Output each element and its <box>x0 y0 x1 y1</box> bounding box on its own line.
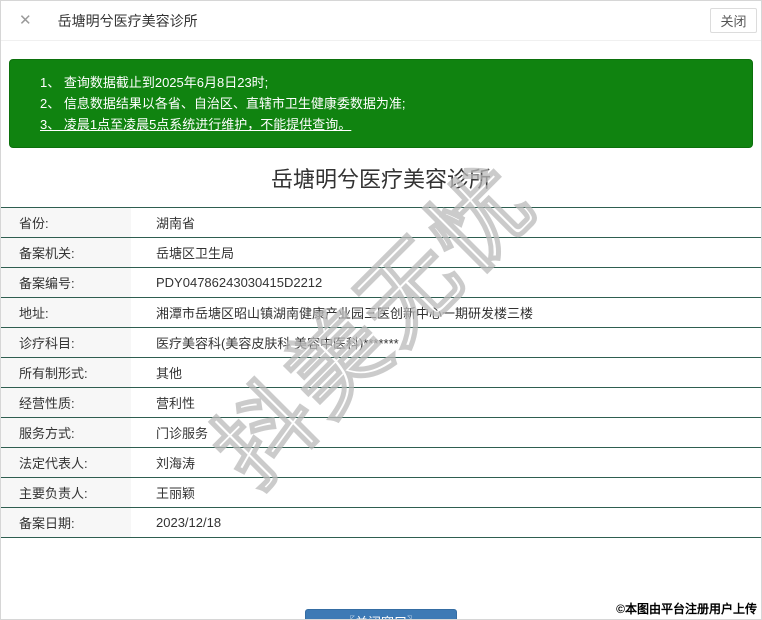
table-row-ownership-form: 所有制形式: 其他 <box>1 358 761 388</box>
field-value: 营利性 <box>156 396 196 411</box>
window-title: 岳塘明兮医疗美容诊所 <box>57 12 198 29</box>
field-value: PDY04786243030415D2212 <box>156 275 323 290</box>
table-row-legal-representative: 法定代表人: 刘海涛 <box>1 448 761 478</box>
table-row-service-mode: 服务方式: 门诊服务 <box>1 418 761 448</box>
field-value: 门诊服务 <box>156 426 209 441</box>
field-label: 所有制形式: <box>1 358 131 387</box>
field-label: 备案机关: <box>1 238 131 267</box>
notice-box: 1、 查询数据截止到2025年6月8日23时; 2、 信息数据结果以各省、自治区… <box>9 59 753 148</box>
field-label: 地址: <box>1 298 131 327</box>
table-row-address: 地址: 湘潭市岳塘区昭山镇湖南健康产业园三医创新中心一期研发楼三楼 <box>1 298 761 328</box>
header: ✕ 岳塘明兮医疗美容诊所 关闭 <box>1 1 761 41</box>
table-row-record-date: 备案日期: 2023/12/18 <box>1 508 761 538</box>
field-value: 2023/12/18 <box>156 515 222 530</box>
notice-line-1: 1、 查询数据截止到2025年6月8日23时; <box>40 75 269 90</box>
table-row-province: 省份: 湖南省 <box>1 208 761 238</box>
field-value: 湘潭市岳塘区昭山镇湖南健康产业园三医创新中心一期研发楼三楼 <box>156 306 534 321</box>
field-label: 诊疗科目: <box>1 328 131 357</box>
field-label: 服务方式: <box>1 418 131 447</box>
notice-line-3: 3、 凌晨1点至凌晨5点系统进行维护，不能提供查询。 <box>40 117 352 132</box>
field-label: 法定代表人: <box>1 448 131 477</box>
field-label: 主要负责人: <box>1 478 131 507</box>
field-value: 其他 <box>156 366 183 381</box>
footer: 〖关闭窗口〗 <box>1 609 761 619</box>
copyright-text: ©本图由平台注册用户上传 <box>616 602 757 616</box>
table-row-record-number: 备案编号: PDY04786243030415D2212 <box>1 268 761 298</box>
field-label: 经营性质: <box>1 388 131 417</box>
page-title: 岳塘明兮医疗美容诊所 <box>270 167 491 192</box>
notice-line-2: 2、 信息数据结果以各省、自治区、直辖市卫生健康委数据为准; <box>40 96 406 111</box>
info-table: 省份: 湖南省 备案机关: 岳塘区卫生局 备案编号: PDY0478624303… <box>1 207 761 538</box>
field-label: 备案日期: <box>1 508 131 537</box>
table-row-diagnosis-subjects: 诊疗科目: 医疗美容科(美容皮肤科 美容中医科)******* <box>1 328 761 358</box>
field-value: 湖南省 <box>156 216 196 231</box>
field-label: 备案编号: <box>1 268 131 297</box>
table-row-business-nature: 经营性质: 营利性 <box>1 388 761 418</box>
field-value: 刘海涛 <box>156 456 196 471</box>
field-value: 医疗美容科(美容皮肤科 美容中医科)******* <box>156 336 399 351</box>
close-button[interactable]: 关闭 <box>710 8 757 33</box>
field-value: 岳塘区卫生局 <box>156 246 235 261</box>
field-value: 王丽颖 <box>156 486 196 501</box>
table-row-main-person-in-charge: 主要负责人: 王丽颖 <box>1 478 761 508</box>
table-row-record-agency: 备案机关: 岳塘区卫生局 <box>1 238 761 268</box>
field-label: 省份: <box>1 208 131 237</box>
close-window-button[interactable]: 〖关闭窗口〗 <box>305 609 457 619</box>
close-icon[interactable]: ✕ <box>19 12 32 29</box>
